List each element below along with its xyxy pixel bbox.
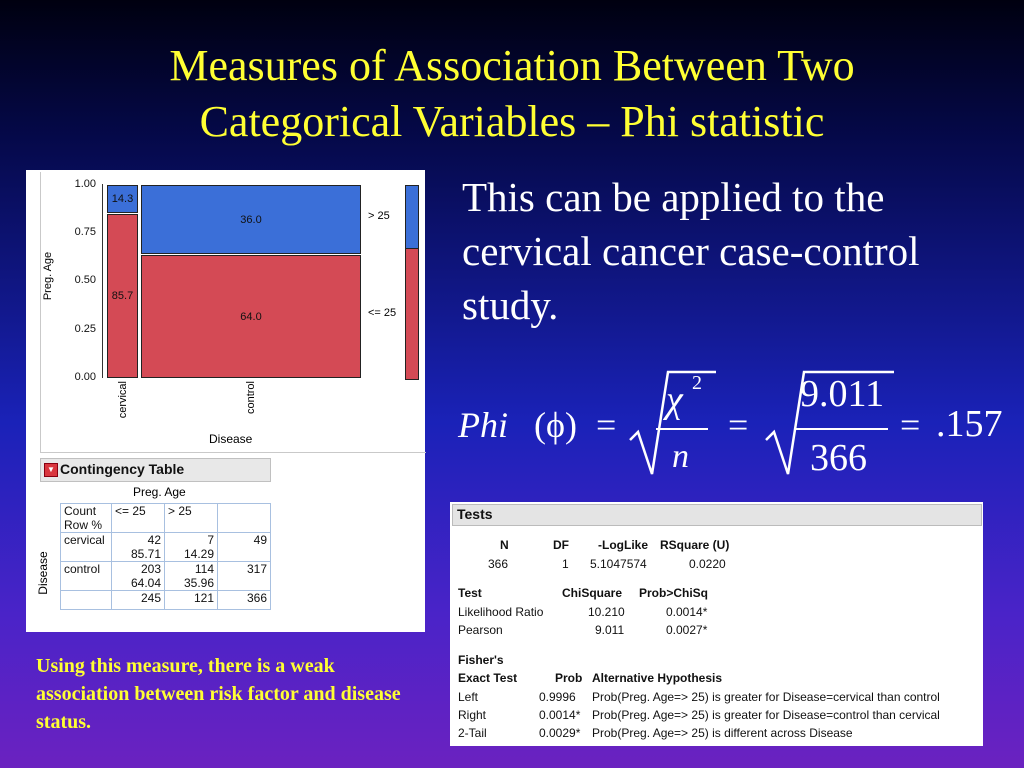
- mosaic-plot-frame: [40, 172, 426, 453]
- y-axis-line: [102, 184, 103, 378]
- fisher-left-label: Left: [458, 690, 479, 704]
- formula-numerator: 9.011: [800, 373, 885, 415]
- mosaic-cell-control-le25: 64.0: [141, 255, 361, 378]
- tests-loglike: 5.1047574: [590, 557, 647, 571]
- col-header: <= 25: [111, 503, 165, 533]
- tests-lr-prob: 0.0014*: [666, 605, 708, 619]
- fisher-h-alt: Alternative Hypothesis: [592, 671, 723, 685]
- row-label: control: [60, 561, 112, 591]
- x-category-control: control: [245, 381, 257, 415]
- disclosure-icon[interactable]: ▼: [44, 463, 58, 477]
- fisher-left-hyp: Prob(Preg. Age=> 25) is greater for Dise…: [592, 690, 940, 704]
- formula-n: n: [672, 438, 689, 475]
- table-row: 245 121 366: [60, 590, 271, 610]
- tests-h2-test: Test: [458, 586, 482, 600]
- table-row: Count Row % <= 25 > 25: [60, 503, 271, 533]
- fisher-two-hyp: Prob(Preg. Age=> 25) is different across…: [592, 726, 853, 740]
- legend-gt25: > 25: [368, 210, 390, 222]
- title-line-1: Measures of Association Between Two: [169, 41, 855, 90]
- fisher-right-prob: 0.0014*: [539, 708, 581, 722]
- tests-header[interactable]: Tests: [452, 504, 982, 526]
- table-row: cervical 42 85.71 7 14.29 49: [60, 532, 271, 562]
- sqrt-sign-2: [765, 370, 894, 475]
- tests-title: Tests: [457, 506, 493, 522]
- y-tick: 0.50: [74, 274, 96, 286]
- y-tick: 1.00: [74, 178, 96, 190]
- x-axis-label: Disease: [209, 432, 253, 446]
- fisher-h-prob: Prob: [555, 671, 583, 685]
- table-cell: 42 85.71: [111, 532, 165, 562]
- title-line-2: Categorical Variables – Phi statistic: [199, 97, 825, 146]
- formula-equals: =: [596, 405, 617, 445]
- mosaic-cell-cervical-gt25: 14.3: [107, 185, 138, 213]
- fraction-bar-2: [796, 428, 888, 430]
- fisher-right-label: Right: [458, 708, 487, 722]
- sqrt-sign-1: [629, 370, 716, 475]
- table-cell: 203 64.04: [111, 561, 165, 591]
- formula-equals-3: =: [900, 405, 921, 445]
- x-category-cervical: cervical: [117, 381, 129, 419]
- col-group-label: Preg. Age: [133, 485, 186, 499]
- contingency-table: Count Row % <= 25 > 25 cervical 42 85.71 7…: [60, 503, 271, 610]
- y-tick: 0.75: [74, 226, 96, 238]
- mosaic-cell-cervical-le25: 85.7: [107, 214, 138, 378]
- fisher-left-prob: 0.9996: [539, 690, 576, 704]
- phi-formula: Phi (ϕ) = χ 2 n = 9.011 366 = .157: [456, 362, 1016, 482]
- fisher-label-1: Fisher's: [458, 653, 504, 667]
- col-total: 245: [111, 590, 165, 610]
- tests-h1-loglike: -LogLike: [598, 538, 648, 552]
- tests-lr-chisq: 10.210: [588, 605, 625, 619]
- formula-equals-2: =: [728, 405, 749, 445]
- table-row: control 203 64.04 114 35.96 317: [60, 561, 271, 591]
- row-total: 49: [217, 532, 271, 562]
- tests-h1-rsquare: RSquare (U): [660, 538, 730, 552]
- legend-bar-gt25: [405, 185, 419, 249]
- table-cell: 114 35.96: [164, 561, 218, 591]
- stat-labels: Count Row %: [60, 503, 112, 533]
- tests-rsquare: 0.0220: [689, 557, 726, 571]
- table-cell: 7 14.29: [164, 532, 218, 562]
- fisher-right-hyp: Prob(Preg. Age=> 25) is greater for Dise…: [592, 708, 940, 722]
- tests-pearson-prob: 0.0027*: [666, 623, 708, 637]
- tests-pearson-chisq: 9.011: [595, 623, 625, 637]
- formula-chi-sup: 2: [692, 372, 702, 394]
- intro-text: This can be applied to the cervical canc…: [462, 174, 920, 328]
- contingency-header[interactable]: ▼ Contingency Table: [40, 458, 271, 482]
- tests-pearson-label: Pearson: [458, 623, 503, 637]
- formula-chi: χ: [666, 379, 683, 421]
- tests-h1-df: DF: [553, 538, 569, 552]
- row-total: 317: [217, 561, 271, 591]
- tests-h2-chisq: ChiSquare: [562, 586, 623, 600]
- col-header: > 25: [164, 503, 218, 533]
- y-tick: 0.00: [74, 371, 96, 383]
- row-group-label: Disease: [36, 551, 50, 595]
- tests-lr-label: Likelihood Ratio: [458, 605, 544, 619]
- col-total: 121: [164, 590, 218, 610]
- formula-phi-symbol: (ϕ): [534, 405, 577, 445]
- tests-panel: Tests N DF -LogLike RSquare (U) 366 1 5.…: [450, 502, 983, 746]
- tests-df: 1: [562, 557, 569, 571]
- legend-le25: <= 25: [368, 307, 397, 319]
- contingency-title: Contingency Table: [60, 461, 185, 477]
- mosaic-panel: Preg. Age 1.00 0.75 0.50 0.25 0.00 14.3 …: [26, 170, 426, 632]
- fraction-bar-1: [656, 428, 708, 430]
- row-label: cervical: [60, 532, 112, 562]
- tests-h2-prob: Prob>ChiSq: [639, 586, 709, 600]
- fisher-label-2: Exact Test: [458, 671, 518, 685]
- tests-h1-n: N: [500, 538, 509, 552]
- conclusion-note: Using this measure, there is a weak asso…: [36, 655, 401, 733]
- formula-denominator: 366: [810, 437, 867, 479]
- fisher-two-prob: 0.0029*: [539, 726, 581, 740]
- y-tick: 0.25: [74, 323, 96, 335]
- fisher-two-label: 2-Tail: [458, 726, 487, 740]
- slide-title: Measures of Association Between Two Cate…: [0, 38, 1024, 150]
- y-axis-label: Preg. Age: [42, 251, 54, 301]
- grand-total: 366: [217, 590, 271, 610]
- tests-n: 366: [488, 557, 509, 571]
- mosaic-cell-control-gt25: 36.0: [141, 185, 361, 254]
- formula-phi-word: Phi: [458, 405, 508, 445]
- legend-bar-le25: [405, 248, 419, 380]
- formula-result: .157: [936, 403, 1003, 445]
